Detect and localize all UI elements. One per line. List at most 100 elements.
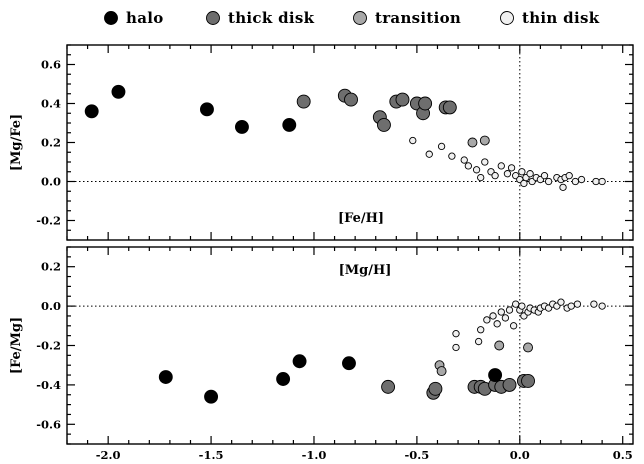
data-point-thick-disk <box>381 379 396 394</box>
y-tick-label: -0.2 <box>36 214 61 228</box>
y-tick-label: -0.4 <box>36 378 61 392</box>
y-tick-label: 0.2 <box>41 136 61 150</box>
data-point-transition <box>467 137 478 148</box>
data-point-thin-disk <box>505 306 514 314</box>
data-point-transition <box>494 340 505 351</box>
y-tick-label: 0.2 <box>41 260 61 274</box>
data-point-thin-disk <box>497 308 505 316</box>
data-point-thin-disk <box>409 136 417 145</box>
data-point-thin-disk <box>567 302 575 310</box>
data-point-thin-disk <box>565 171 573 180</box>
data-point-thin-disk <box>592 177 600 186</box>
data-point-thin-disk <box>590 300 598 308</box>
x-tick-label: 0.0 <box>510 448 530 462</box>
upper-panel: -0.2 0.0 0.2 0.4 0.6 [Mg/Fe] [Fe/H] <box>9 44 634 241</box>
x-tick-label: -0.5 <box>405 448 430 462</box>
data-point-thin-disk <box>474 337 483 346</box>
data-point-thin-disk <box>472 166 481 174</box>
x-axis-label: [Fe/H] <box>338 211 384 226</box>
data-point-thick-disk <box>395 92 410 107</box>
data-point-thin-disk <box>452 330 460 338</box>
data-point-thin-disk <box>477 173 485 182</box>
y-axis-label: [Fe/Mg] <box>9 317 24 374</box>
data-point-thin-disk <box>477 326 485 334</box>
data-point-thin-disk <box>571 177 580 186</box>
legend-label-thin-disk: thin disk <box>522 9 600 27</box>
data-point-thin-disk <box>518 302 526 310</box>
data-point-halo <box>342 356 356 371</box>
data-point-thick-disk <box>502 377 517 392</box>
data-point-thin-disk <box>577 175 586 184</box>
data-point-halo <box>488 368 503 382</box>
y-tick-label: 0.4 <box>41 97 61 111</box>
data-point-thick-disk <box>418 96 433 111</box>
data-point-thin-disk <box>518 168 526 176</box>
data-point-thick-disk <box>296 94 311 109</box>
y-tick-label: -0.6 <box>36 417 61 431</box>
legend: halo thick disk transition thin disk <box>104 9 600 27</box>
data-point-thin-disk <box>598 302 606 310</box>
data-point-thin-disk <box>481 158 489 166</box>
x-tick-labels: -2.0 -1.5 -1.0 -0.5 0.0 0.5 <box>96 448 633 462</box>
data-point-halo <box>158 370 173 384</box>
y-tick-label: 0.0 <box>41 175 61 189</box>
data-point-thin-disk <box>464 162 472 170</box>
data-point-thin-disk <box>452 343 460 352</box>
x-tick-label: -1.0 <box>302 448 327 462</box>
data-point-thin-disk <box>501 314 510 322</box>
data-point-thin-disk <box>489 312 497 320</box>
y-tick-label: 0.6 <box>41 58 61 72</box>
legend-marker-thick-disk <box>206 11 220 25</box>
data-point-thin-disk <box>509 322 518 330</box>
data-point-thick-disk <box>377 117 391 132</box>
data-point-halo <box>84 104 99 119</box>
data-point-thin-disk <box>559 183 567 192</box>
data-point-thin-disk <box>493 320 501 328</box>
data-point-halo <box>276 372 291 386</box>
data-point-thin-disk <box>573 300 582 308</box>
data-point-halo <box>292 354 307 369</box>
data-point-transition <box>479 135 490 146</box>
data-point-thick-disk <box>442 100 457 115</box>
data-point-thick-disk <box>521 374 535 388</box>
x-tick-label: -1.5 <box>199 448 224 462</box>
x-axis-label: [Mg/H] <box>339 263 392 278</box>
data-point-thin-disk <box>540 171 549 180</box>
data-point-thin-disk <box>598 177 606 186</box>
legend-marker-halo <box>104 11 118 25</box>
data-point-thin-disk <box>544 177 553 186</box>
x-tick-label: -2.0 <box>96 448 121 462</box>
data-point-halo <box>111 84 126 99</box>
data-point-transition <box>523 342 533 353</box>
y-tick-label: -0.2 <box>36 339 61 353</box>
legend-label-halo: halo <box>126 9 164 27</box>
data-point-thin-disk <box>497 162 505 170</box>
legend-marker-transition <box>353 11 367 25</box>
data-point-halo <box>200 102 214 117</box>
data-point-thick-disk <box>428 381 443 396</box>
data-point-transition <box>436 366 447 377</box>
data-point-thin-disk <box>483 316 491 324</box>
data-point-thin-disk <box>491 171 499 180</box>
data-point-thin-disk <box>448 152 456 160</box>
data-point-thin-disk <box>460 156 468 164</box>
data-point-halo <box>282 117 297 132</box>
lower-panel: -0.6 -0.4 -0.2 0.0 0.2 [Fe/Mg] [Mg/H] <box>9 246 634 445</box>
legend-label-transition: transition <box>375 9 461 27</box>
x-tick-label: 0.5 <box>613 448 633 462</box>
y-tick-label: 0.0 <box>41 299 61 313</box>
data-point-halo <box>234 119 249 134</box>
data-point-thin-disk <box>425 150 433 158</box>
data-point-thin-disk <box>507 164 516 172</box>
legend-marker-thin-disk <box>500 11 514 25</box>
data-point-halo <box>204 389 219 404</box>
data-point-thin-disk <box>503 170 512 178</box>
y-axis-label: [Mg/Fe] <box>9 114 24 171</box>
data-point-thin-disk <box>557 298 565 306</box>
data-point-thin-disk <box>437 142 446 151</box>
legend-label-thick-disk: thick disk <box>228 9 315 27</box>
data-point-thick-disk <box>344 92 358 107</box>
data-point-thin-disk <box>512 300 520 308</box>
data-point-thin-disk <box>526 170 534 178</box>
